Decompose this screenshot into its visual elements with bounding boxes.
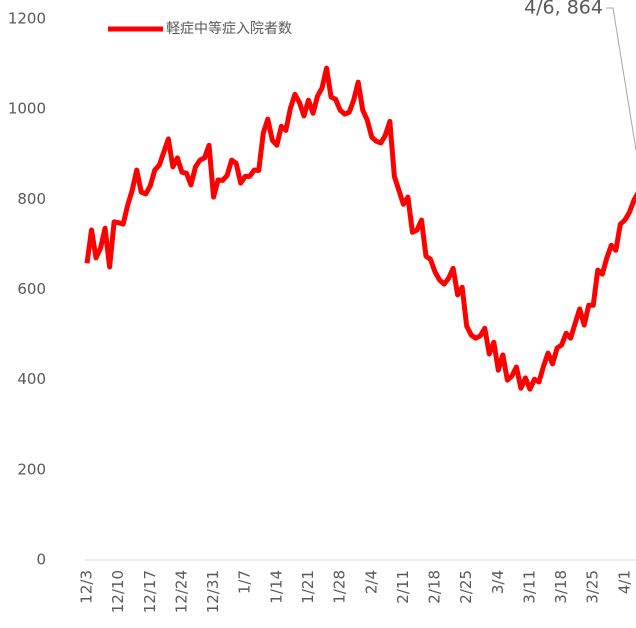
series-line	[84, 65, 636, 392]
x-tick-label: 12/24	[172, 570, 190, 613]
x-tick-label: 1/14	[267, 570, 285, 604]
y-tick-label: 800	[17, 190, 46, 208]
x-tick-label: 12/3	[78, 570, 96, 604]
legend-label: 軽症中等症入院者数	[166, 20, 292, 37]
x-tick-label: 3/25	[584, 570, 602, 604]
x-tick-label: 3/11	[520, 570, 538, 604]
x-tick-label: 12/10	[109, 570, 127, 613]
y-tick-label: 600	[17, 280, 46, 298]
x-tick-label: 2/11	[394, 570, 412, 604]
x-tick-label: 2/25	[457, 570, 475, 604]
x-tick-label: 1/7	[236, 570, 254, 594]
y-tick-label: 200	[17, 460, 46, 478]
y-tick-label: 1000	[8, 100, 46, 118]
y-tick-label: 1200	[8, 10, 46, 28]
x-tick-label: 12/17	[141, 570, 159, 613]
x-tick-label: 3/4	[489, 570, 507, 594]
x-tick-label: 2/18	[426, 570, 444, 604]
x-tick-label: 2/4	[362, 570, 380, 594]
x-tick-label: 4/1	[615, 570, 633, 594]
x-tick-label: 1/21	[299, 570, 317, 604]
x-tick-label: 1/28	[331, 570, 349, 604]
annotation: 4/6, 864	[524, 0, 603, 19]
x-tick-label: 3/18	[552, 570, 570, 604]
x-tick-label: 12/31	[204, 570, 222, 613]
y-tick-label: 0	[36, 551, 46, 569]
y-tick-label: 400	[17, 370, 46, 388]
annotation-leader	[606, 7, 636, 151]
